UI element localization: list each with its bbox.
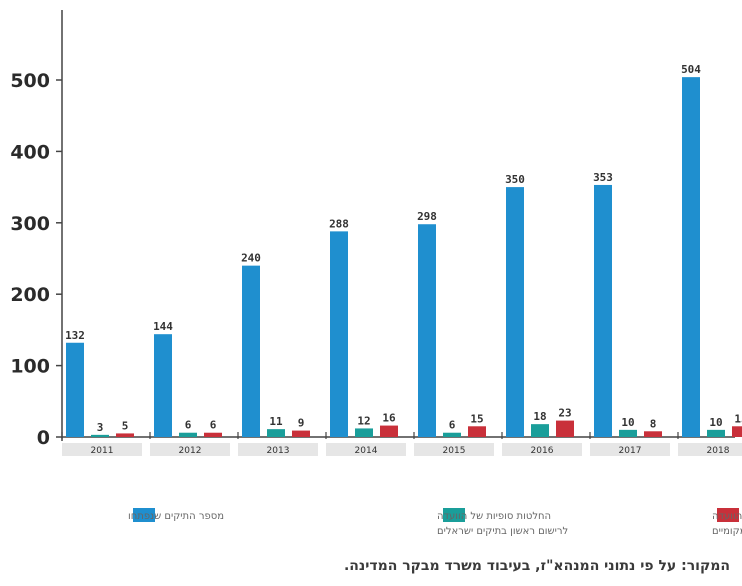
- data-label: 288: [329, 217, 349, 230]
- data-label: 240: [241, 252, 261, 265]
- data-label: 132: [65, 329, 85, 342]
- category-strip-cell: [62, 443, 142, 456]
- x-tick-label: 2014: [355, 446, 378, 456]
- data-label: 8: [650, 417, 657, 430]
- category-strip-cell: [414, 443, 494, 456]
- y-tick-label: 400: [10, 141, 50, 163]
- data-label: 15: [734, 412, 742, 425]
- data-label: 10: [709, 416, 722, 429]
- bar: [91, 434, 109, 437]
- bar: [732, 426, 742, 437]
- y-tick-label: 0: [37, 427, 50, 449]
- data-labels: 132 3 5 144 6 6 240 11 9 288 12 16 298 6 15 350 18 23 353 1…: [65, 63, 742, 434]
- axes: 0 100 200 300 400 500: [10, 10, 735, 449]
- x-tick-label: 2017: [619, 446, 642, 456]
- legend-swatch: [717, 508, 739, 522]
- data-label: 504: [681, 63, 701, 76]
- data-label: 18: [533, 410, 546, 423]
- x-tick-label: 2018: [707, 446, 730, 456]
- data-label: 16: [382, 412, 396, 425]
- data-label: 6: [449, 419, 456, 432]
- bar: [330, 231, 348, 437]
- data-label: 6: [185, 419, 192, 432]
- data-label: 353: [593, 171, 613, 184]
- bar: [242, 265, 260, 437]
- bar: [204, 432, 222, 437]
- y-tick-label: 200: [10, 284, 50, 306]
- bar: [292, 430, 310, 437]
- bar: [267, 429, 285, 437]
- legend: מספר התיקים שנפתחו החלטות סופיות של הוועד…: [128, 508, 742, 537]
- legend-swatch: [133, 508, 155, 522]
- bar: [66, 342, 84, 437]
- data-label: 11: [269, 415, 283, 428]
- bar: [594, 184, 612, 437]
- category-strip: 2011 2012 2013 2014 2015 2016 2017 2018: [61, 432, 742, 456]
- category-strip-cell: [326, 443, 406, 456]
- bar: [380, 425, 398, 437]
- data-label: 350: [505, 173, 525, 186]
- data-label: 10: [621, 416, 634, 429]
- data-label: 23: [558, 407, 571, 420]
- bar: [418, 224, 436, 437]
- bar: [154, 334, 172, 437]
- bar: [179, 432, 197, 437]
- y-tick-label: 500: [10, 70, 50, 92]
- data-label: 5: [122, 419, 129, 432]
- data-label: 298: [417, 210, 437, 223]
- data-label: 9: [298, 417, 305, 430]
- category-strip-cell: [238, 443, 318, 456]
- x-tick-label: 2012: [179, 446, 202, 456]
- legend-label: מספר התיקים שנפתחו: [128, 511, 224, 522]
- bar: [619, 429, 637, 437]
- bars: [66, 77, 742, 438]
- data-label: 6: [210, 419, 217, 432]
- category-strip-cell: [502, 443, 582, 456]
- data-label: 12: [357, 414, 370, 427]
- bar: [556, 420, 574, 437]
- bar: [116, 433, 134, 437]
- category-strip-cell: [678, 443, 742, 456]
- data-label: 15: [470, 412, 483, 425]
- bar: [531, 424, 549, 437]
- bar: [644, 431, 662, 437]
- bar: [355, 428, 373, 437]
- x-tick-label: 2013: [267, 446, 290, 456]
- category-strip-cell: [590, 443, 670, 456]
- bar: [506, 187, 524, 437]
- data-label: 144: [153, 320, 173, 333]
- legend-swatch: [443, 508, 465, 522]
- bar: [707, 429, 725, 437]
- source-note: המקור: על פי נתוני המנהא"ז, בעיבוד משרד …: [343, 558, 730, 574]
- bar: [682, 77, 700, 438]
- x-tick-label: 2011: [91, 446, 114, 456]
- x-tick-label: 2016: [531, 446, 554, 456]
- data-label: 3: [97, 421, 104, 434]
- y-tick-label: 300: [10, 213, 50, 235]
- y-tick-label: 100: [10, 356, 50, 378]
- bar: [443, 432, 461, 437]
- bar: [468, 426, 486, 437]
- category-strip-cell: [150, 443, 230, 456]
- x-tick-label: 2015: [443, 446, 466, 456]
